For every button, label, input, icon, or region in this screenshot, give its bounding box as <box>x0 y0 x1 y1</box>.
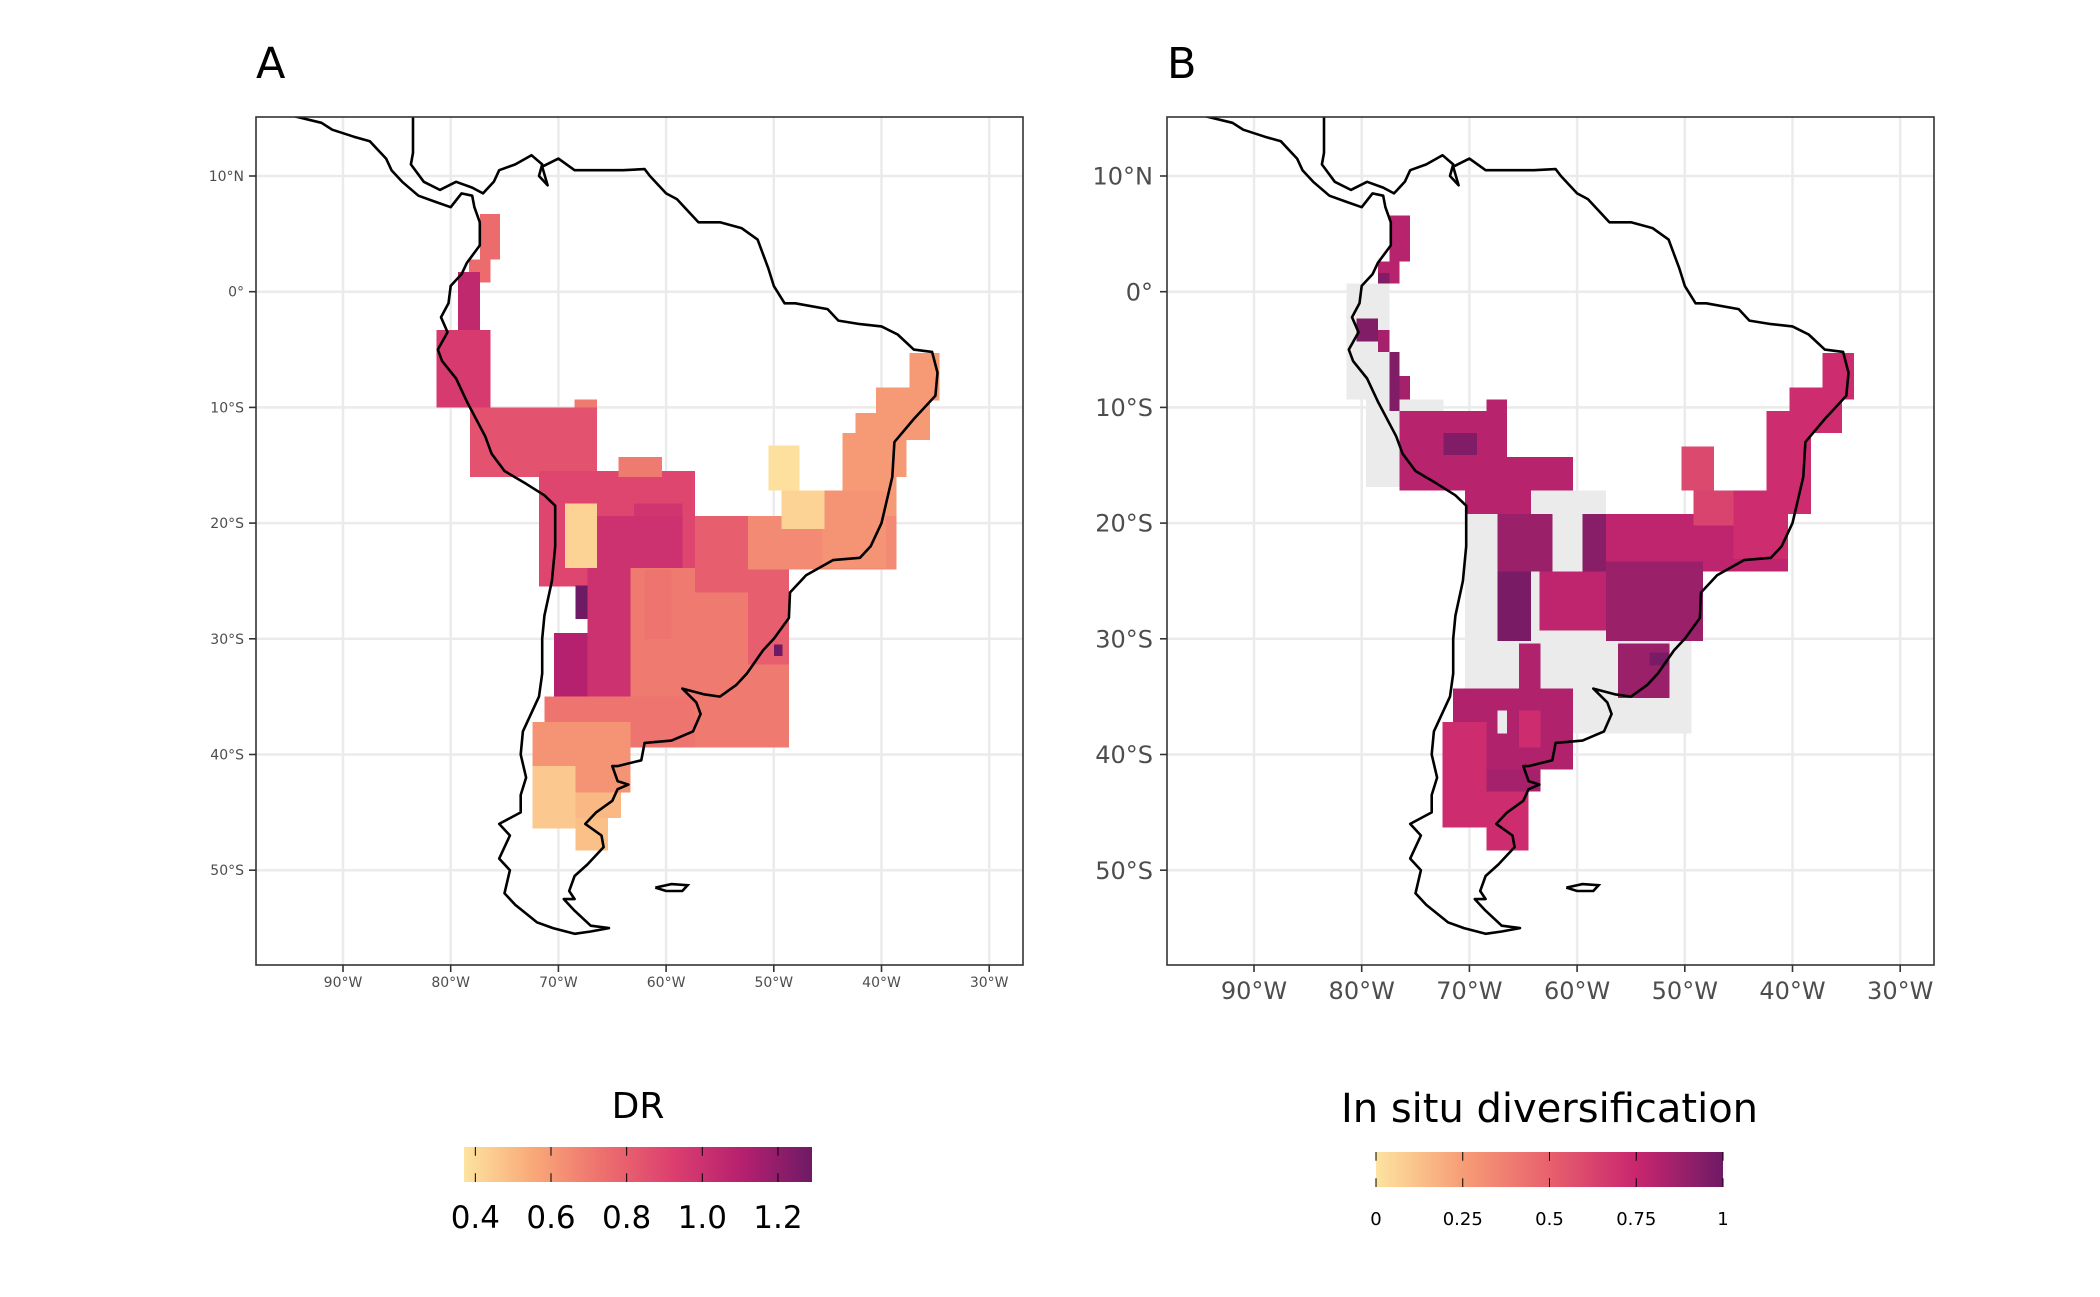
colorbar-tick-label: 0.8 <box>602 1200 651 1236</box>
raster-cell <box>1486 399 1508 433</box>
raster-cell <box>1389 351 1400 411</box>
panel-border <box>1166 116 1935 966</box>
x-tick-label: 90°W <box>324 975 363 991</box>
y-tick-label: 40°S <box>210 748 244 764</box>
y-tick-label: 10°S <box>1095 394 1153 422</box>
raster-cell <box>1497 710 1508 734</box>
raster-cell <box>1518 710 1541 748</box>
raster-cell <box>773 644 783 657</box>
coastline-falklands <box>1565 882 1602 893</box>
raster-cell <box>564 503 598 569</box>
raster-cell <box>458 272 480 330</box>
panel-label: B <box>1167 39 1197 89</box>
y-tick-label: 50°S <box>1095 857 1153 885</box>
raster-cell <box>532 766 576 829</box>
raster-cell <box>644 569 672 639</box>
y-tick-label: 10°S <box>210 400 244 416</box>
y-tick-label: 50°S <box>210 863 244 879</box>
coastline-south-america <box>291 117 939 936</box>
legend-title: DR <box>612 1086 665 1127</box>
raster-cell <box>1693 490 1734 526</box>
y-tick-label: 20°S <box>210 516 244 532</box>
coastline-south-america <box>1202 117 1850 936</box>
raster-cell <box>554 633 588 697</box>
y-tick-label: 0° <box>228 285 244 301</box>
colorbar-tick-label: 0.25 <box>1443 1209 1483 1230</box>
raster-cell <box>1497 513 1553 572</box>
raster-cell <box>1465 490 1531 514</box>
x-tick-label: 70°W <box>539 975 578 991</box>
colorbar-tick-label: 0.5 <box>1535 1209 1564 1230</box>
raster-cell <box>479 214 501 260</box>
raster <box>1346 215 1854 851</box>
map-panel-b: B 90°W 80°W 70°W 60°W 50°W 40°W 30°W 10°N 0° 10°S 2… <box>1093 39 1935 1230</box>
colorbar-tick-label: 1.0 <box>678 1200 727 1236</box>
raster-cell <box>1399 376 1411 400</box>
y-tick-label: 20°S <box>1095 510 1153 538</box>
colorbar-tick-label: 0.4 <box>451 1200 500 1236</box>
raster-cell <box>1681 446 1714 491</box>
colorbar-legend: DR 0.4 0.6 0.8 1.0 1.2 <box>451 1086 812 1236</box>
x-tick-label: 30°W <box>1867 977 1933 1005</box>
panel-border <box>255 116 1024 966</box>
raster-cell <box>1649 652 1669 666</box>
raster-cell <box>618 457 662 477</box>
map-panel-a: A 90°W 80°W 70°W 60°W 50°W 40°W 30°W 10°N 0° 10°S 2… <box>209 39 1024 1236</box>
raster-cell <box>1356 318 1378 342</box>
x-tick-label: 70°W <box>1436 977 1502 1005</box>
y-tick-label: 30°S <box>210 632 244 648</box>
x-tick-label: 60°W <box>647 975 686 991</box>
raster-cell <box>1377 273 1390 284</box>
raster-cell <box>671 592 748 697</box>
x-tick-label: 80°W <box>431 975 470 991</box>
y-tick-label: 40°S <box>1095 741 1153 769</box>
raster-cell <box>1582 513 1607 572</box>
raster-cell <box>1497 571 1531 642</box>
y-tick-label: 30°S <box>1095 625 1153 653</box>
x-tick-label: 80°W <box>1329 977 1395 1005</box>
y-tick-label: 10°N <box>1093 163 1154 191</box>
raster-cell <box>470 407 598 477</box>
colorbar-legend: In situ diversification 0 0.25 0.5 0.75 1 <box>1341 1086 1758 1230</box>
colorbar-tick-label: 1 <box>1717 1209 1728 1230</box>
colorbar-tick-label: 0.75 <box>1616 1209 1656 1230</box>
coastlines <box>1202 117 1850 936</box>
raster-cell <box>1389 215 1411 262</box>
raster-cell <box>575 585 588 620</box>
panel-label: A <box>256 39 286 89</box>
x-tick-label: 90°W <box>1221 977 1287 1005</box>
raster-cell <box>1618 643 1670 698</box>
legend-title: In situ diversification <box>1341 1086 1758 1132</box>
x-tick-label: 50°W <box>754 975 793 991</box>
x-tick-label: 40°W <box>1759 977 1825 1005</box>
x-tick-label: 60°W <box>1544 977 1610 1005</box>
colorbar-tick-label: 0.6 <box>526 1200 575 1236</box>
raster-cell <box>1377 329 1390 352</box>
x-tick-label: 50°W <box>1652 977 1718 1005</box>
colorbar-tick-label: 1.2 <box>753 1200 802 1236</box>
raster-cell <box>1442 722 1487 828</box>
y-tick-label: 0° <box>1126 278 1153 306</box>
raster-cell <box>1507 457 1573 491</box>
colorbar-tick-label: 0 <box>1370 1209 1381 1230</box>
raster-cell <box>822 490 886 569</box>
x-tick-label: 40°W <box>862 975 901 991</box>
coastlines <box>291 117 939 936</box>
raster-cell <box>1518 643 1541 698</box>
raster-cell <box>1443 432 1477 455</box>
raster-cell <box>1606 561 1704 642</box>
colorbar <box>464 1147 812 1182</box>
x-tick-label: 30°W <box>970 975 1009 991</box>
raster-cell <box>768 445 800 491</box>
raster-cell <box>574 399 598 408</box>
y-tick-label: 10°N <box>209 169 244 185</box>
raster <box>436 214 940 851</box>
coastline-falklands <box>654 882 691 893</box>
raster-cell <box>781 490 825 529</box>
